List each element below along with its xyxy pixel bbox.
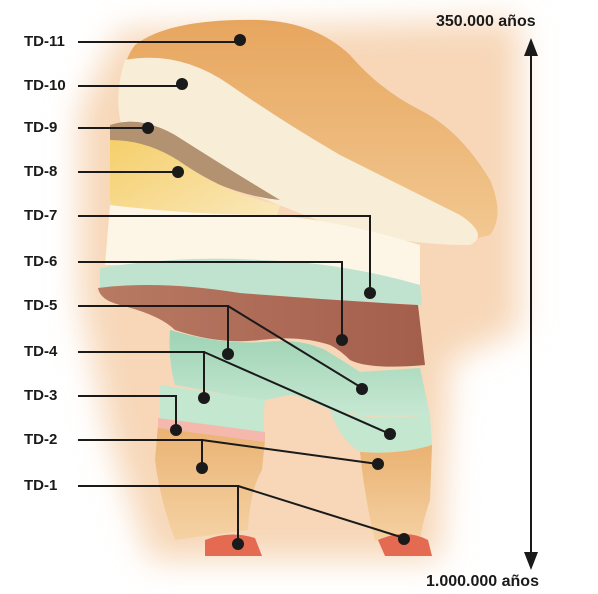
label-td2: TD-2	[24, 431, 58, 448]
dot-td8	[172, 166, 184, 178]
layer-td1-shape-right	[378, 534, 432, 556]
time-arrow	[524, 38, 538, 570]
age-bottom-label: 1.000.000 años	[426, 573, 539, 590]
dot-td2a	[196, 462, 208, 474]
dot-td4a	[198, 392, 210, 404]
label-td8: TD-8	[24, 163, 58, 180]
time-arrow-down-head	[524, 552, 538, 570]
leader-td5-branch	[227, 305, 363, 389]
layer-td10-shape	[118, 57, 478, 246]
dot-td9	[142, 122, 154, 134]
label-td6: TD-6	[24, 253, 58, 270]
dot-td4b	[384, 428, 396, 440]
label-td4: TD-4	[24, 343, 58, 360]
dot-td2b	[372, 458, 384, 470]
dot-td6	[336, 334, 348, 346]
layer-td11-shape	[123, 19, 498, 241]
label-td11: TD-11	[24, 33, 65, 50]
dot-markers	[142, 34, 410, 550]
dot-td5a	[222, 348, 234, 360]
layer-td9-shape	[110, 121, 280, 200]
leader-td2-branch	[201, 439, 379, 465]
dot-td1a	[232, 538, 244, 550]
leader-td1-branch	[237, 485, 405, 539]
leader-td6	[78, 261, 343, 340]
leader-td4-branch	[203, 351, 391, 435]
label-td10: TD-10	[24, 77, 66, 94]
dot-td10	[176, 78, 188, 90]
label-td1: TD-1	[24, 477, 58, 494]
dot-td1b	[398, 533, 410, 545]
leader-td3	[78, 395, 177, 430]
dot-td11	[234, 34, 246, 46]
dot-td5b	[356, 383, 368, 395]
layer-td3-shape-right	[330, 410, 432, 453]
leader-td7	[78, 215, 371, 292]
time-arrow-up-head	[524, 38, 538, 56]
dot-td3	[170, 424, 182, 436]
layer-td4-shape	[169, 330, 431, 417]
label-td5: TD-5	[24, 297, 58, 314]
leader-lines	[78, 41, 405, 544]
label-td7: TD-7	[24, 207, 58, 224]
label-td3: TD-3	[24, 387, 58, 404]
age-top-label: 350.000 años	[436, 13, 536, 30]
layer-pink-band	[158, 418, 265, 442]
dot-td7	[364, 287, 376, 299]
label-td9: TD-9	[24, 119, 58, 136]
